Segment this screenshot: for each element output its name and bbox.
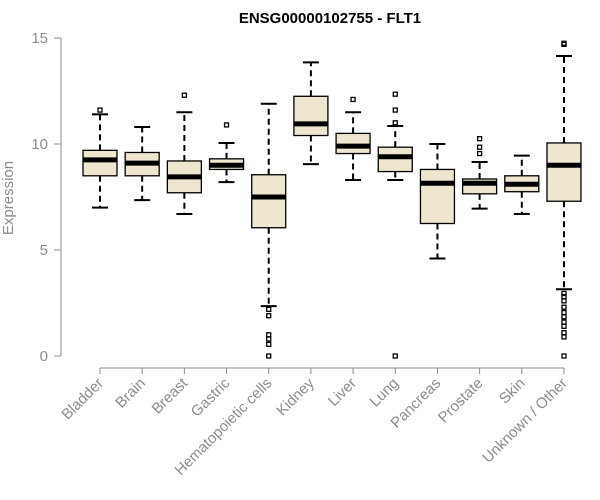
box-group-breast — [166, 92, 203, 215]
y-tick-label: 0 — [40, 348, 48, 365]
x-tick-label-kidney: Kidney — [273, 374, 318, 419]
outlier-point — [561, 304, 567, 310]
iqr-box — [546, 142, 582, 202]
box-group-pancreas — [419, 143, 456, 260]
outlier-point — [476, 144, 483, 150]
outlier-point — [561, 314, 567, 320]
outlier-point — [561, 298, 567, 304]
iqr-box — [82, 149, 118, 177]
box-group-liver — [335, 96, 371, 182]
plot-area — [82, 40, 582, 359]
outlier-point — [561, 334, 567, 340]
box-group-bladder — [82, 107, 118, 209]
y-tick-label: 5 — [40, 242, 48, 259]
outlier-point — [561, 353, 567, 359]
outlier-point — [266, 332, 272, 338]
iqr-box — [335, 132, 371, 155]
outlier-point — [561, 293, 567, 300]
outlier-point — [266, 353, 272, 359]
x-tick-label-liver: Liver — [325, 375, 360, 410]
box-group-unknown-other — [546, 40, 582, 359]
outlier-point — [561, 330, 567, 336]
x-tick-label-lung: Lung — [366, 375, 402, 411]
y-tick-label: 15 — [31, 30, 48, 47]
x-tick-label-brain: Brain — [112, 375, 149, 412]
outlier-point — [561, 319, 567, 325]
outlier-point — [561, 309, 567, 316]
outlier-point — [392, 120, 398, 126]
x-tick-label-prostate: Prostate — [435, 375, 487, 427]
outlier-point — [266, 341, 272, 347]
outlier-point — [476, 136, 483, 142]
box-group-hematopoietic-cells — [251, 102, 287, 359]
outlier-point — [223, 122, 230, 128]
outlier-point — [476, 150, 483, 157]
outlier-point — [350, 96, 356, 103]
x-tick-label-breast: Breast — [149, 374, 192, 417]
y-axis-label: Expression — [0, 161, 17, 235]
outlier-point — [561, 323, 567, 329]
outlier-point — [392, 91, 398, 97]
box-group-brain — [124, 126, 160, 202]
outlier-point — [266, 336, 272, 342]
outlier-point — [561, 290, 567, 297]
chart-title: ENSG00000102755 - FLT1 — [239, 10, 421, 27]
outlier-point — [266, 306, 272, 313]
iqr-box — [419, 168, 456, 225]
outlier-point — [392, 107, 398, 113]
outlier-point — [181, 92, 188, 98]
y-tick-label: 10 — [31, 136, 48, 153]
x-tick-label-skin: Skin — [496, 375, 529, 408]
y-axis-ticks: 0 5 10 15 — [31, 30, 61, 365]
box-group-gastric — [208, 122, 245, 184]
iqr-box — [377, 146, 413, 173]
outlier-point — [392, 353, 398, 359]
iqr-box — [293, 95, 329, 137]
x-tick-label-bladder: Bladder — [58, 375, 107, 424]
iqr-box — [251, 174, 287, 229]
box-group-prostate — [461, 136, 498, 210]
box-group-skin — [504, 154, 540, 215]
box-group-kidney — [293, 61, 329, 166]
outlier-point — [266, 313, 272, 319]
outlier-point — [97, 107, 103, 113]
box-group-lung — [377, 91, 413, 359]
outlier-point — [561, 41, 567, 48]
